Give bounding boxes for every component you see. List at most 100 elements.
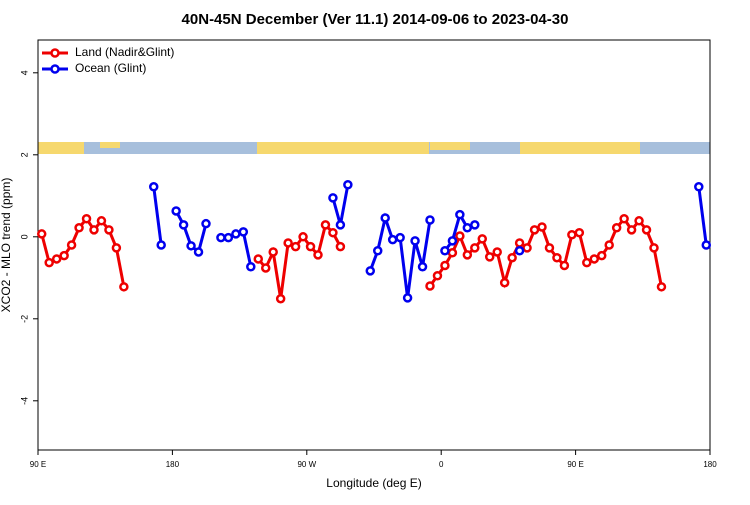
point — [641, 225, 652, 235]
legend-marker — [50, 64, 60, 74]
point — [402, 293, 413, 303]
point — [604, 240, 614, 250]
x-tick-label: 90 E — [30, 460, 46, 469]
point — [186, 241, 196, 251]
point — [44, 257, 54, 268]
point — [387, 234, 398, 245]
chart-title: 40N-45N December (Ver 11.1) 2014-09-06 t… — [182, 11, 569, 28]
y-tick-label: 2 — [19, 152, 29, 157]
point — [440, 245, 450, 256]
point — [305, 241, 316, 252]
point — [619, 214, 629, 224]
point — [455, 209, 465, 220]
point — [432, 271, 443, 281]
point — [335, 241, 346, 252]
point — [59, 250, 69, 261]
point — [537, 222, 547, 232]
point — [626, 225, 637, 235]
point — [462, 250, 473, 260]
point — [425, 281, 435, 291]
point — [484, 252, 495, 262]
point — [507, 252, 517, 263]
point — [380, 213, 390, 223]
point — [89, 225, 99, 235]
point — [298, 232, 308, 242]
land-stripe — [38, 142, 84, 154]
point — [223, 232, 234, 243]
legend-label: Ocean (Glint) — [75, 61, 146, 75]
point — [328, 227, 338, 238]
point — [596, 250, 607, 261]
point — [522, 243, 532, 253]
point — [365, 266, 376, 276]
series-line — [40, 216, 663, 299]
y-tick-label: 4 — [19, 70, 29, 75]
x-tick-label: 180 — [703, 460, 717, 469]
point — [410, 236, 420, 246]
point — [260, 263, 271, 273]
point — [193, 247, 204, 257]
point — [119, 282, 129, 292]
point — [36, 229, 47, 239]
point — [656, 282, 667, 292]
point — [66, 240, 77, 250]
point — [611, 223, 622, 233]
land-stripe — [100, 142, 120, 148]
point — [343, 179, 353, 190]
point — [440, 260, 450, 271]
point — [395, 232, 405, 243]
point — [111, 243, 122, 253]
point — [51, 254, 62, 264]
point — [156, 240, 166, 250]
series-line — [152, 184, 708, 299]
x-axis-label: Longitude (deg E) — [326, 476, 421, 490]
land-stripe — [520, 142, 640, 154]
land-ocean-stripe — [38, 142, 710, 154]
point — [268, 247, 278, 257]
point — [231, 229, 241, 239]
land-stripe — [257, 142, 429, 154]
point — [313, 250, 323, 260]
legend-marker — [50, 48, 60, 58]
x-tick-label: 90 W — [297, 460, 316, 469]
point — [455, 231, 465, 241]
y-tick-label: -4 — [19, 397, 29, 405]
point — [447, 248, 458, 258]
point — [529, 225, 540, 235]
point — [320, 220, 331, 230]
point — [514, 238, 525, 248]
point — [425, 215, 435, 225]
point — [649, 243, 659, 253]
point — [328, 193, 338, 203]
x-tick-label: 180 — [166, 460, 180, 469]
point — [552, 252, 562, 263]
point — [253, 254, 264, 264]
point — [417, 261, 428, 272]
point — [216, 232, 226, 243]
point — [544, 243, 555, 253]
point — [283, 238, 293, 248]
legend-label: Land (Nadir&Glint) — [75, 45, 174, 59]
point — [148, 182, 159, 192]
point — [275, 293, 286, 304]
point — [701, 240, 712, 250]
point — [567, 230, 577, 240]
point — [447, 236, 458, 246]
point — [559, 260, 570, 271]
point — [634, 216, 644, 226]
point — [470, 243, 480, 253]
x-tick-label: 0 — [439, 460, 444, 469]
y-axis-label: XCO2 - MLO trend (ppm) — [0, 178, 13, 313]
point — [582, 257, 592, 268]
point — [694, 182, 704, 192]
land-stripe — [430, 142, 470, 150]
point — [171, 206, 181, 216]
point — [574, 227, 585, 238]
point — [201, 218, 211, 229]
point — [246, 261, 256, 272]
point — [238, 227, 249, 237]
y-tick-label: -2 — [19, 315, 29, 323]
point — [499, 277, 510, 288]
y-tick-label: 0 — [19, 234, 29, 239]
